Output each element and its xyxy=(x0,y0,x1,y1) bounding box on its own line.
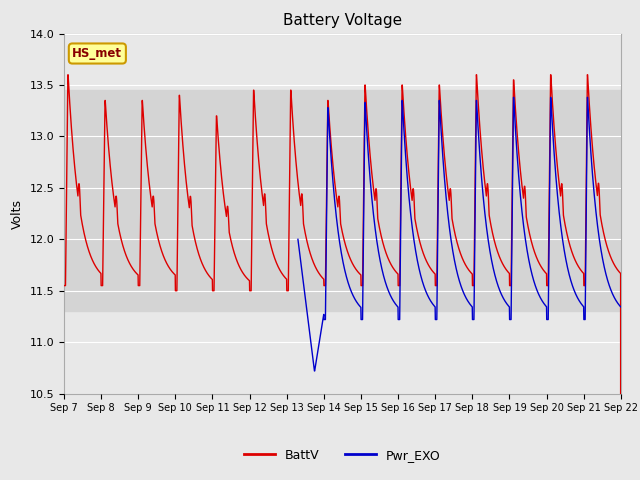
Legend: BattV, Pwr_EXO: BattV, Pwr_EXO xyxy=(239,444,446,467)
Y-axis label: Volts: Volts xyxy=(11,199,24,228)
Text: HS_met: HS_met xyxy=(72,47,122,60)
Bar xyxy=(64,90,621,312)
Title: Battery Voltage: Battery Voltage xyxy=(283,13,402,28)
